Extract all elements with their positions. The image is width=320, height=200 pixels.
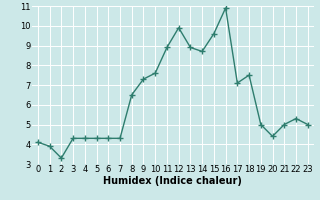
X-axis label: Humidex (Indice chaleur): Humidex (Indice chaleur) [103,176,242,186]
